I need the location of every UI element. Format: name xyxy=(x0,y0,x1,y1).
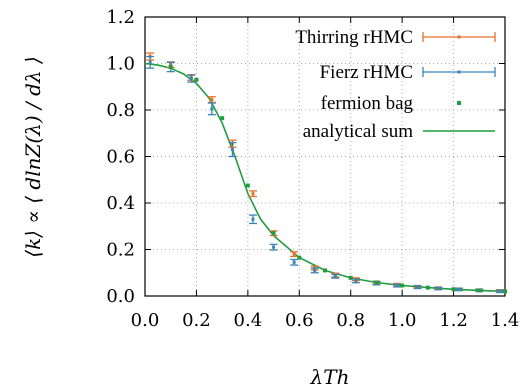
fermion-bag-point xyxy=(503,289,507,294)
y-tick-label: 0.2 xyxy=(106,240,135,261)
legend-label: analytical sum xyxy=(303,121,413,142)
marker xyxy=(416,285,420,289)
marker xyxy=(251,217,255,221)
marker xyxy=(292,252,296,256)
marker xyxy=(354,279,358,283)
y-tick-label: 1.0 xyxy=(106,54,135,75)
fermion-bag-point xyxy=(451,287,456,292)
y-tick-label: 0.4 xyxy=(106,193,135,214)
fermion-bag-point xyxy=(477,288,482,293)
thirring-rhmc-point xyxy=(290,251,299,258)
fierz-rhmc-point xyxy=(310,267,319,274)
x-axis-label: λTh xyxy=(310,365,350,389)
marker xyxy=(498,289,502,293)
x-tick-label: 0.4 xyxy=(234,310,263,331)
marker xyxy=(210,107,214,111)
legend-marker xyxy=(457,70,461,74)
marker xyxy=(251,192,255,196)
legend-item-analytical-sum: analytical sum xyxy=(303,121,495,142)
marker xyxy=(189,77,193,81)
y-tick-label: 0.0 xyxy=(106,286,135,307)
fierz-rhmc-point xyxy=(434,286,443,291)
x-tick-label: 0.0 xyxy=(131,310,160,331)
fierz-rhmc-point xyxy=(495,289,504,294)
legend: Thirring rHMC Fierz rHMC fermion bag analyt… xyxy=(295,27,496,142)
fierz-rhmc-point xyxy=(413,285,422,290)
marker xyxy=(272,245,276,249)
tick-labels: 0.0 0.2 0.4 0.6 0.8 1.0 1.2 1.4 0.0 0.2 0.4 0.6 0.8 1… xyxy=(106,7,519,331)
marker xyxy=(292,260,296,264)
marker xyxy=(333,274,337,278)
legend-marker xyxy=(457,101,461,105)
marker xyxy=(457,287,461,291)
y-tick-label: 1.2 xyxy=(106,7,135,28)
fermion-bag-point xyxy=(194,77,199,82)
fermion-bag-point xyxy=(348,275,353,280)
marker xyxy=(210,98,214,102)
fermion-bag-point xyxy=(168,64,173,69)
legend-label: Thirring rHMC xyxy=(295,27,413,48)
legend-label: fermion bag xyxy=(321,93,414,114)
legend-item-fermion-bag: fermion bag xyxy=(321,93,461,114)
fierz-rhmc-point xyxy=(454,287,463,292)
x-tick-label: 0.8 xyxy=(336,310,365,331)
y-tick-label: 0.6 xyxy=(106,147,135,168)
fierz-rhmc-point xyxy=(290,258,299,266)
x-tick-label: 1.0 xyxy=(388,310,417,331)
analytical-sum-line xyxy=(144,62,506,293)
x-tick-label: 0.6 xyxy=(285,310,314,331)
plot-data xyxy=(144,52,507,294)
legend-label: Fierz rHMC xyxy=(320,62,413,83)
fierz-rhmc-point xyxy=(393,283,401,288)
marker xyxy=(313,268,317,272)
fermion-bag-point xyxy=(374,280,379,285)
fierz-rhmc-point xyxy=(249,214,257,225)
marker xyxy=(395,284,399,288)
legend-item-fierz-rhmc: Fierz rHMC xyxy=(320,62,496,83)
fierz-rhmc-point xyxy=(351,278,360,284)
y-tick-label: 0.8 xyxy=(106,100,135,121)
marker xyxy=(230,148,234,152)
fierz-rhmc-point xyxy=(331,273,340,279)
x-tick-label: 0.2 xyxy=(182,310,211,331)
fermion-bag-point xyxy=(220,116,225,121)
grid xyxy=(145,17,505,296)
thirring-rhmc-point xyxy=(207,96,216,103)
fierz-rhmc-point xyxy=(269,243,278,251)
fierz-rhmc-point xyxy=(146,55,155,69)
marker xyxy=(436,287,440,291)
fermion-bag-point xyxy=(323,268,327,273)
legend-item-thirring-rhmc: Thirring rHMC xyxy=(295,27,496,48)
fermion-bag-point xyxy=(400,283,405,288)
fermion-bag-point xyxy=(425,285,430,290)
fierz-rhmc-point xyxy=(187,74,196,83)
marker xyxy=(148,60,152,64)
thirring-rhmc-point xyxy=(249,190,257,198)
x-tick-label: 1.4 xyxy=(491,310,520,331)
fermion-bag-point xyxy=(297,255,302,260)
fierz-rhmc-point xyxy=(207,102,216,116)
fermion-bag-point xyxy=(245,183,250,188)
y-axis-label: ⟨k⟩ ∝ ⟨ dlnZ(λ) / dλ ⟩ xyxy=(21,56,45,257)
fermion-bag-point xyxy=(271,231,276,236)
legend-marker xyxy=(457,35,461,39)
fierz-rhmc-point xyxy=(228,141,237,158)
x-tick-label: 1.2 xyxy=(439,310,468,331)
